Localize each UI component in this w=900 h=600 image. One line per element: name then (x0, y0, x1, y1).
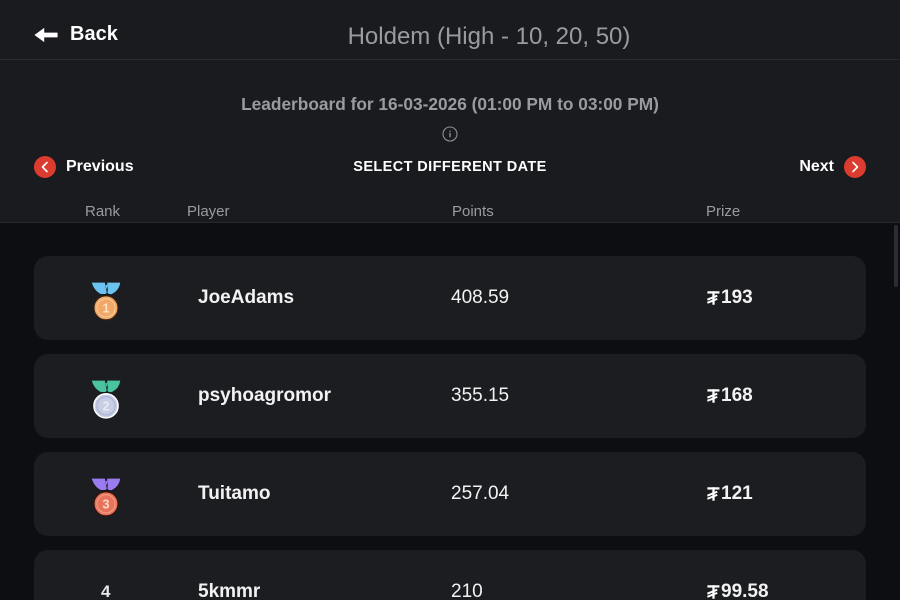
svg-text:2: 2 (103, 399, 110, 413)
svg-text:1: 1 (103, 301, 110, 315)
svg-text:3: 3 (103, 497, 110, 511)
